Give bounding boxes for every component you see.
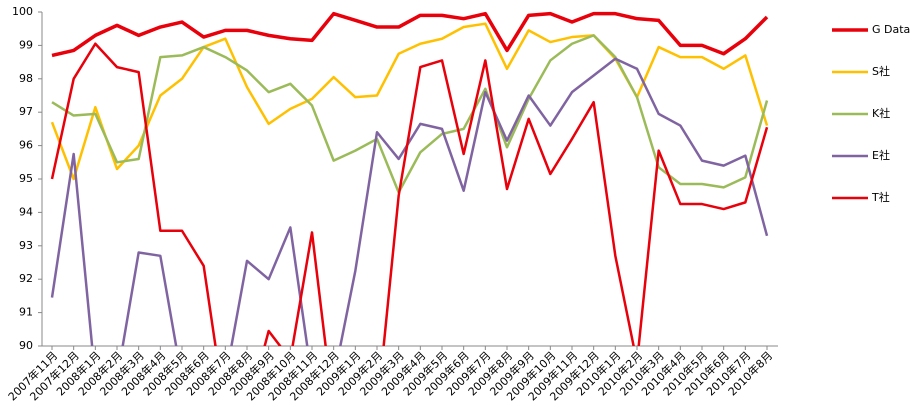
series-line [50, 22, 769, 181]
y-tick-label: 94 [19, 205, 33, 218]
y-tick-label: 95 [19, 172, 33, 185]
legend-label: S社 [872, 64, 890, 78]
y-tick-label: 97 [19, 105, 33, 118]
legend-label: G Data [872, 23, 910, 36]
y-tick-label: 100 [12, 5, 33, 18]
y-tick-label: 96 [19, 139, 33, 152]
y-tick-label: 92 [19, 272, 33, 285]
legend-label: K社 [872, 106, 890, 120]
y-tick-label: 98 [19, 72, 33, 85]
legend-label: E社 [872, 148, 890, 162]
series-line [51, 34, 769, 194]
y-tick-label: 90 [19, 339, 33, 352]
y-tick-label: 93 [19, 239, 33, 252]
series-line [50, 57, 769, 346]
y-tick-label: 91 [19, 306, 33, 319]
series-line [51, 11, 769, 58]
legend-label: T社 [871, 190, 890, 204]
series-line [50, 42, 769, 346]
plot-area [50, 11, 769, 346]
y-tick-label: 99 [19, 38, 33, 51]
